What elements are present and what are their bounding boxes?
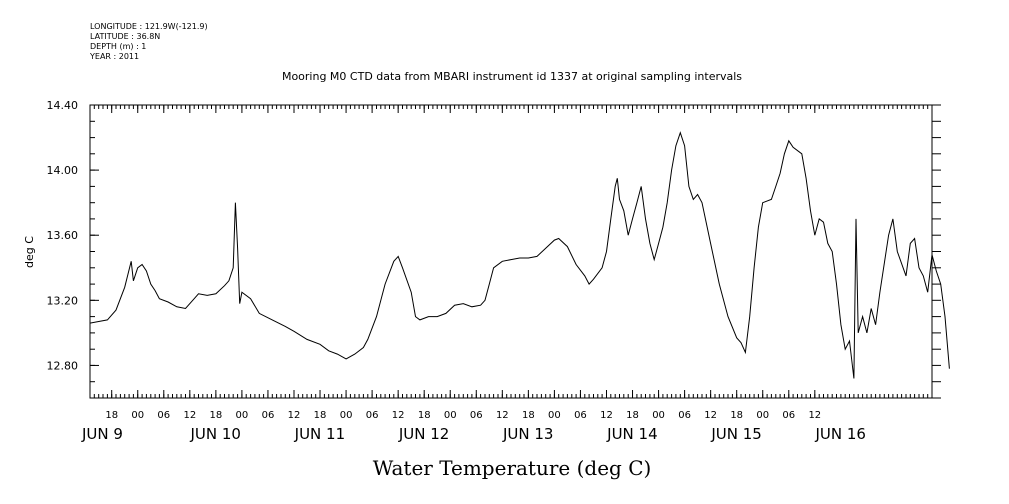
x-hour-label: 18 [418,410,431,421]
x-hour-label: 12 [808,410,821,421]
x-day-label: JUN 16 [814,425,865,443]
metadata-block: LONGITUDE : 121.9W(-121.9) LATITUDE : 36… [90,22,208,62]
x-day-label: JUN 9 [81,425,123,443]
x-hour-label: 12 [183,410,196,421]
x-hour-label: 06 [262,410,275,421]
x-hour-label: 06 [366,410,379,421]
minor-ticks [89,105,933,398]
x-hour-label: 18 [105,410,118,421]
y-tick-label: 12.80 [47,359,79,372]
x-day-label: JUN 14 [606,425,657,443]
y-tick-label: 13.60 [47,229,79,242]
x-hour-label: 18 [314,410,327,421]
chart-title: Mooring M0 CTD data from MBARI instrumen… [282,70,742,83]
x-hour-label: 00 [756,410,769,421]
x-axis: 18 00 06 12 18 00 06 12 18 00 06 12 18 00 06 12 18 00 06 12… [81,105,866,443]
series-line-water-temperature [89,131,950,379]
x-day-label: JUN 12 [398,425,449,443]
x-hour-label: 18 [730,410,743,421]
x-hour-label: 06 [470,410,483,421]
y-tick-label: 14.00 [47,164,79,177]
x-hour-label: 06 [782,410,795,421]
longitude-text: LONGITUDE : 121.9W(-121.9) [90,22,208,31]
y-axis: 12.80 13.20 13.60 14.00 14.40 [47,99,941,399]
y-tick-label: 13.20 [47,294,79,307]
x-axis-label: Water Temperature (deg C) [373,456,652,480]
x-hour-label: 18 [626,410,639,421]
x-hour-label: 06 [574,410,587,421]
y-tick-label: 14.40 [47,99,79,112]
depth-text: DEPTH (m) : 1 [90,42,147,51]
x-hour-label: 12 [704,410,717,421]
plot-frame [89,104,933,399]
x-hour-label: 18 [522,410,535,421]
x-hour-label: 06 [678,410,691,421]
year-text: YEAR : 2011 [90,52,140,61]
x-hour-label: 06 [157,410,170,421]
y-axis-label: deg C [23,236,36,268]
x-day-label: JUN 13 [502,425,553,443]
x-hour-label: 12 [496,410,509,421]
latitude-text: LATITUDE : 36.8N [90,32,161,41]
x-day-label: JUN 15 [710,425,761,443]
x-hour-label: 12 [392,410,405,421]
x-hour-label: 00 [652,410,665,421]
x-day-label: JUN 10 [190,425,241,443]
x-day-label: JUN 11 [294,425,345,443]
x-hour-label: 12 [600,410,613,421]
x-hour-label: 00 [131,410,144,421]
x-hour-label: 00 [548,410,561,421]
x-hour-label: 00 [444,410,457,421]
x-hour-label: 12 [288,410,301,421]
x-hour-label: 18 [209,410,222,421]
x-hour-label: 00 [340,410,353,421]
x-hour-label: 00 [236,410,249,421]
